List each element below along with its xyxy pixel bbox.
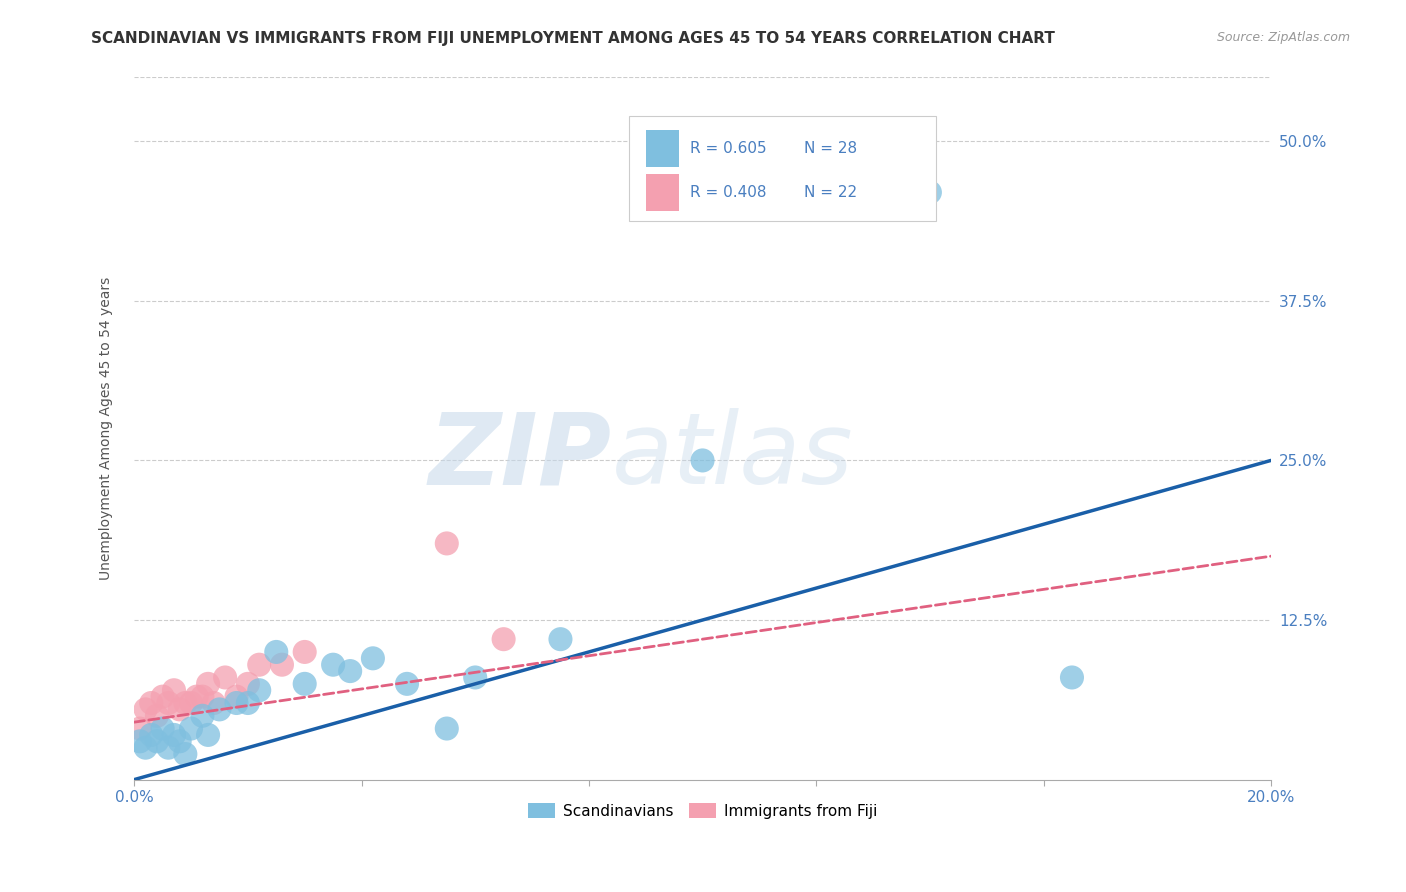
Text: R = 0.408: R = 0.408 [690,186,766,200]
Point [186,690,208,704]
Text: N = 28: N = 28 [804,141,856,156]
Point [225,690,247,704]
Y-axis label: Unemployment Among Ages 45 to 54 years: Unemployment Among Ages 45 to 54 years [100,277,114,580]
Point [236,677,259,691]
Point [266,645,288,659]
Point [152,690,174,704]
Text: N = 22: N = 22 [804,186,856,200]
Point [436,536,458,550]
FancyBboxPatch shape [645,174,679,211]
Point [128,722,150,736]
Point [197,728,219,742]
Point [157,696,180,710]
Point [191,690,214,704]
Point [146,708,169,723]
Point [141,696,163,710]
Text: SCANDINAVIAN VS IMMIGRANTS FROM FIJI UNEMPLOYMENT AMONG AGES 45 TO 54 YEARS CORR: SCANDINAVIAN VS IMMIGRANTS FROM FIJI UNE… [91,31,1056,46]
Point [163,728,186,742]
Point [436,722,458,736]
Text: Source: ZipAtlas.com: Source: ZipAtlas.com [1216,31,1350,45]
Point [152,722,174,736]
Point [294,677,316,691]
Point [247,683,270,698]
Point [141,728,163,742]
Text: ZIP: ZIP [429,409,612,505]
Point [918,186,941,200]
Point [322,657,344,672]
Point [247,657,270,672]
Point [294,645,316,659]
Point [135,702,157,716]
Point [169,702,191,716]
Point [692,453,714,467]
Point [492,632,515,647]
Point [163,683,186,698]
Point [174,696,197,710]
Legend: Scandinavians, Immigrants from Fiji: Scandinavians, Immigrants from Fiji [522,797,883,824]
Point [157,740,180,755]
Point [464,670,486,684]
Point [550,632,572,647]
Point [1060,670,1083,684]
Point [169,734,191,748]
Text: atlas: atlas [612,409,853,505]
Point [214,670,236,684]
FancyBboxPatch shape [628,116,935,221]
Point [180,696,202,710]
Point [128,734,150,748]
Point [197,677,219,691]
Point [146,734,169,748]
Point [395,677,418,691]
Point [191,708,214,723]
Text: R = 0.605: R = 0.605 [690,141,766,156]
Point [135,740,157,755]
Point [361,651,384,665]
Point [180,722,202,736]
Point [236,696,259,710]
FancyBboxPatch shape [645,130,679,167]
Point [225,696,247,710]
Point [202,696,225,710]
Point [208,702,231,716]
Point [174,747,197,761]
Point [271,657,294,672]
Point [339,664,361,678]
